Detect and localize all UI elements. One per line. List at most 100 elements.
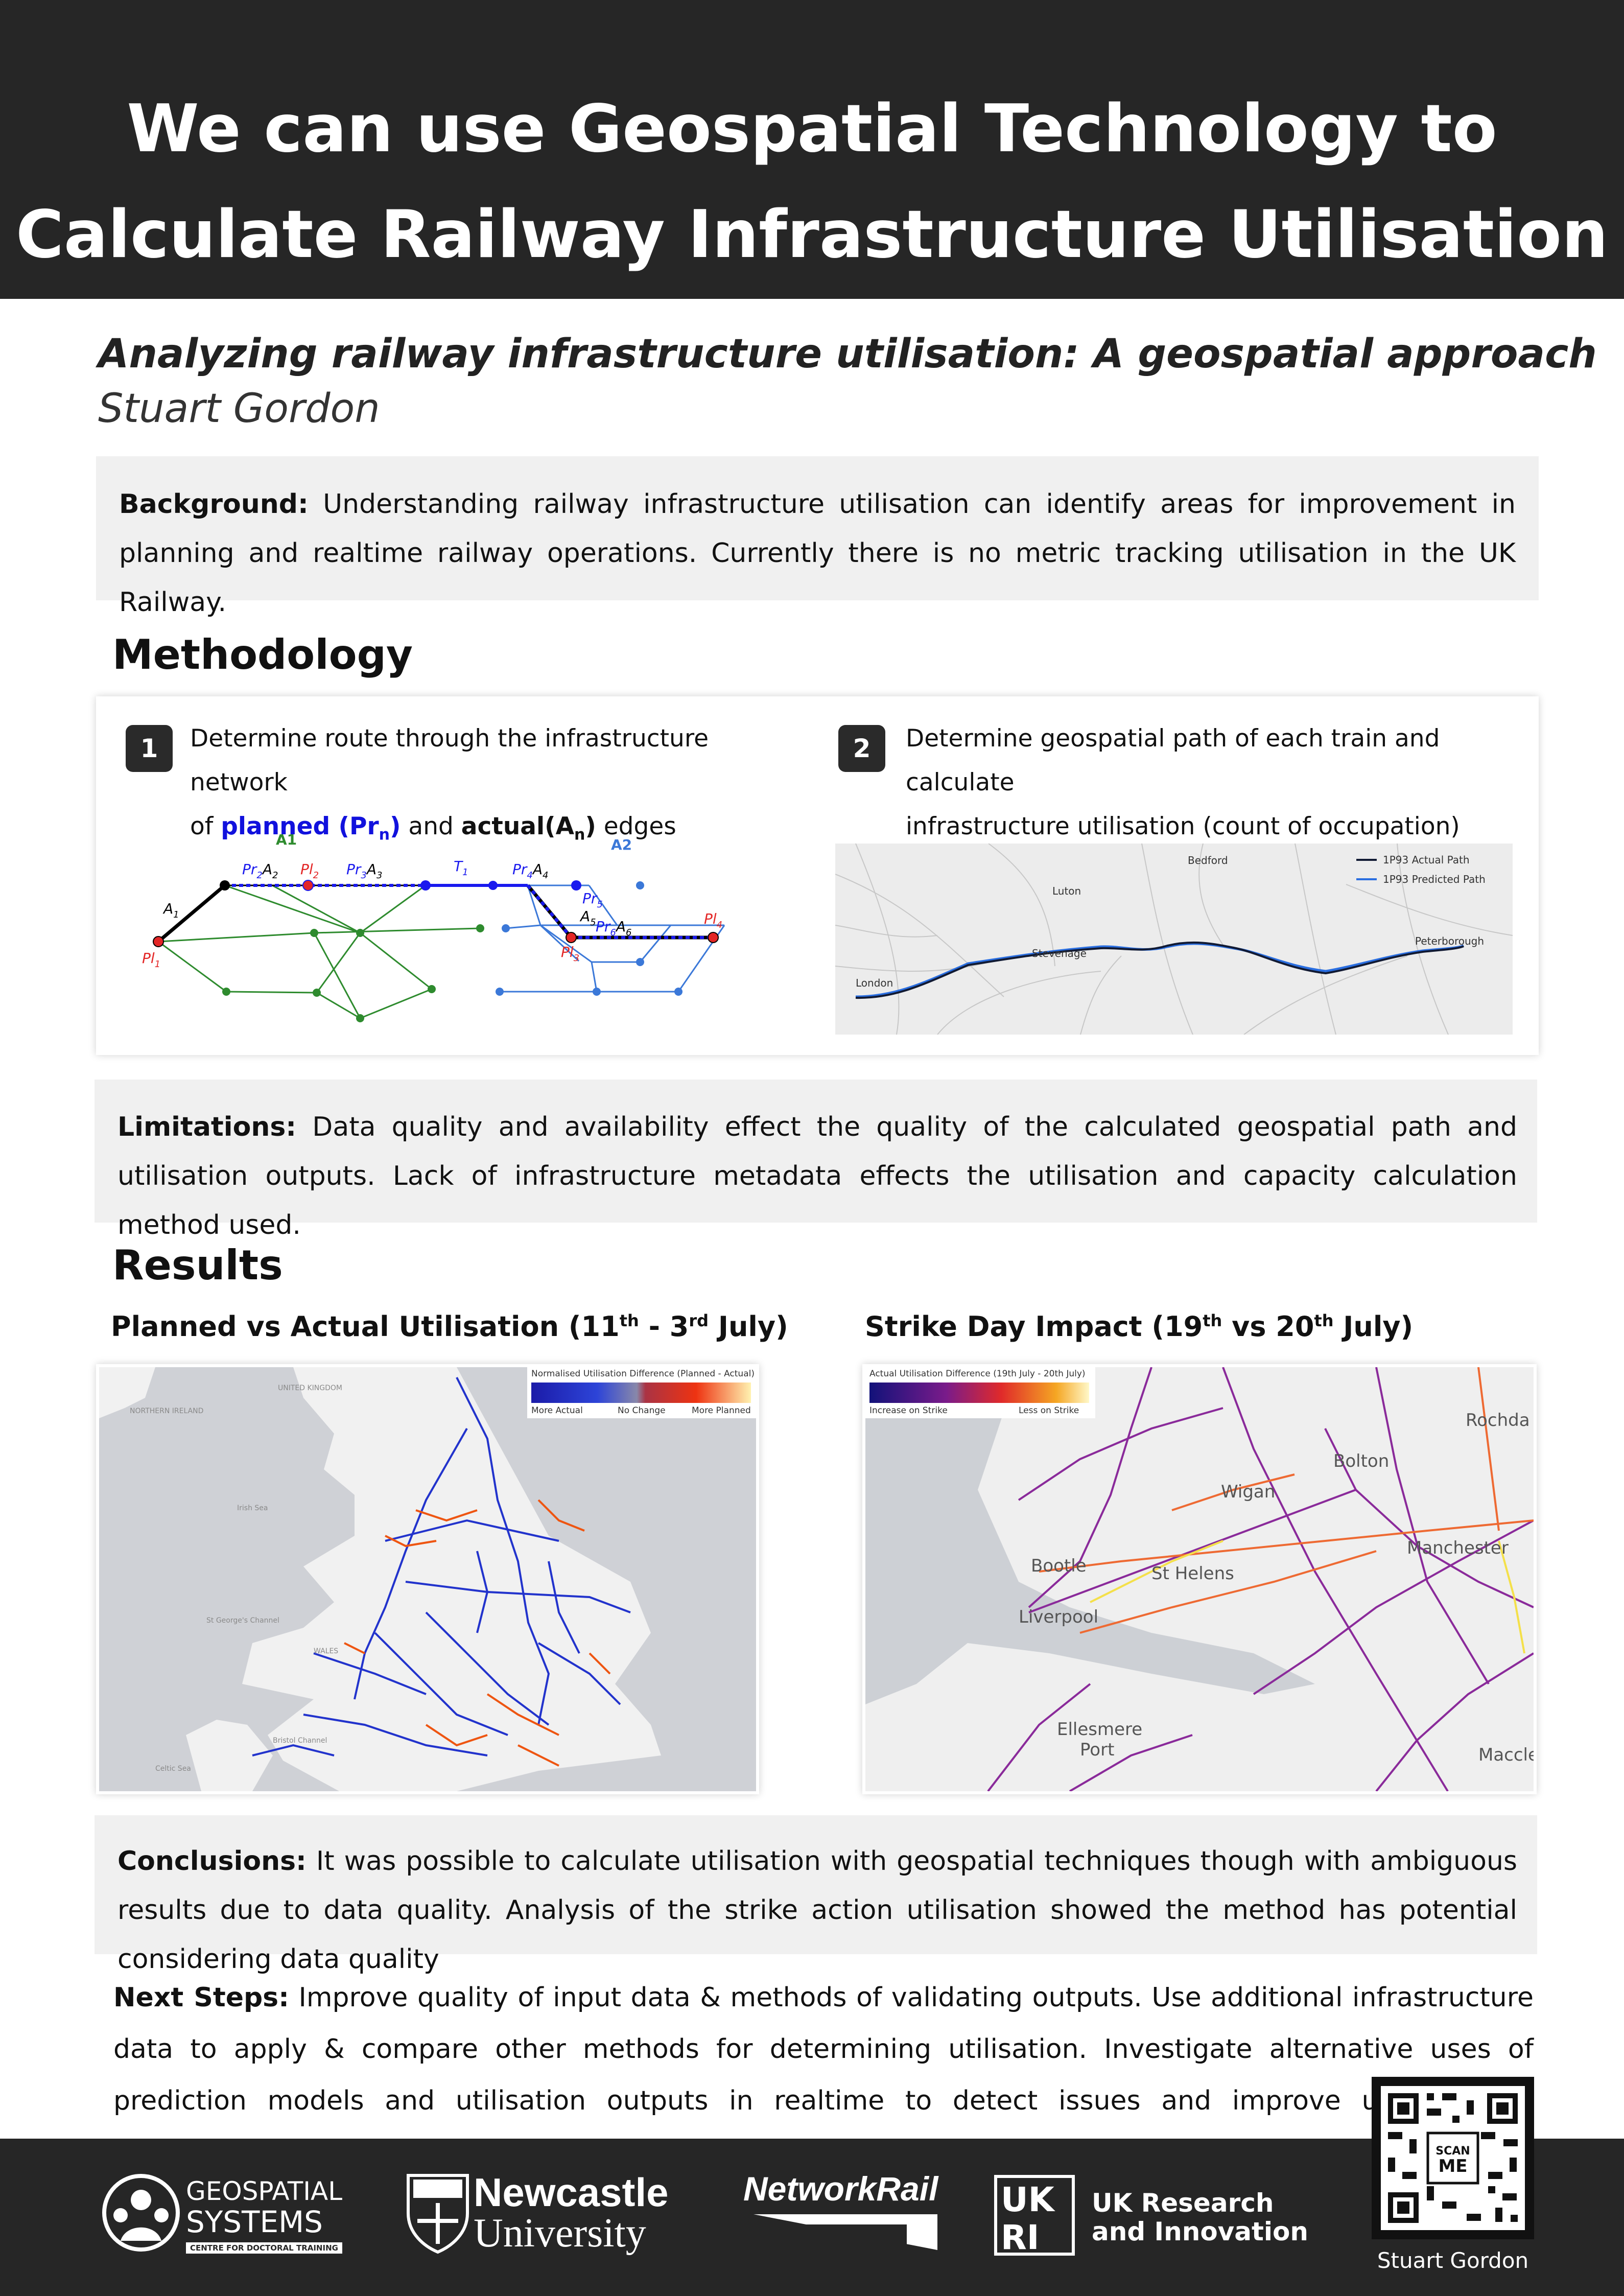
results-heading: Results [112,1241,283,1289]
strike-day-map: Rochda Bolton Wigan Manchester Bootle St… [865,1367,1534,1791]
background-label: Background: [119,489,309,520]
rail-lines-more-actual [252,1377,631,1756]
step-1-badge: 1 [126,725,173,772]
left-map-place-st-georges: St George's Channel [206,1616,279,1625]
qr-code-frame[interactable]: SCAN ME [1372,2077,1534,2239]
methodology-heading: Methodology [112,631,413,678]
place-peterborough: Peterborough [1415,935,1484,947]
conclusions-panel: Conclusions: It was possible to calculat… [95,1815,1537,1975]
graph-nodes [153,880,719,1022]
strike-day-map-card: Rochda Bolton Wigan Manchester Bootle St… [862,1364,1537,1794]
step-2-badge: 2 [838,725,885,772]
svg-text:Pr3A3: Pr3A3 [346,861,382,881]
planned-vs-actual-map: UNITED KINGDOM NORTHERN IRELAND Irish Se… [99,1367,756,1791]
background-text: Background: Understanding railway infras… [119,489,1516,618]
svg-text:Increase on Strike: Increase on Strike [869,1405,948,1416]
right-map-place-macclesfield: Maccle [1478,1745,1534,1765]
svg-text:Pr5: Pr5 [582,890,603,910]
strike-lines-less [1039,1367,1534,1634]
svg-text:More Actual: More Actual [531,1405,583,1416]
svg-text:No Change: No Change [618,1405,666,1416]
label-a2: A2 [611,836,632,853]
qr-code[interactable]: SCAN ME [1381,2086,1525,2230]
svg-text:Normalised Utilisation Differe: Normalised Utilisation Difference (Plann… [531,1369,755,1379]
left-map-place-wales: WALES [314,1647,338,1655]
svg-text:Pl4: Pl4 [704,910,722,930]
step-2-text: Determine geospatial path of each train … [906,724,1460,840]
left-map-place-bristol-channel: Bristol Channel [273,1737,327,1745]
poster-author: Stuart Gordon [98,386,380,432]
qr-caption: Stuart Gordon [1377,2248,1529,2273]
right-map-place-liverpool: Liverpool [1019,1607,1098,1627]
left-map-place-celtic-sea: Celtic Sea [155,1765,191,1773]
right-map-place-st-helens: St Helens [1151,1563,1234,1584]
place-bedford: Bedford [1188,854,1228,866]
page-footer: GEOSPATIAL SYSTEMS CENTRE FOR DOCTORAL T… [0,2139,1624,2296]
svg-text:Pr6A6: Pr6A6 [596,918,631,938]
limitations-text: Limitations: Data quality and availabili… [117,1112,1517,1240]
right-map-place-wigan: Wigan [1221,1482,1275,1502]
right-map-place-port: Port [1080,1740,1114,1760]
right-map-place-ellesmere: Ellesmere [1057,1719,1142,1740]
planned-path [225,884,713,939]
right-map-place-manchester: Manchester [1407,1538,1509,1558]
planned-label: planned (Prn) [221,812,401,844]
limitations-label: Limitations: [117,1112,297,1142]
svg-text:1P93 Actual Path: 1P93 Actual Path [1383,854,1470,866]
place-luton: Luton [1052,885,1081,897]
svg-text:Less on Strike: Less on Strike [1019,1405,1079,1416]
predicted-path-line [855,942,1465,998]
place-london: London [856,977,893,989]
title-line-1: We can use Geospatial Technology to [127,91,1497,167]
methodology-card: 1 Determine route through the infrastruc… [96,696,1539,1055]
left-map-place-uk: UNITED KINGDOM [278,1384,342,1392]
strike-lines-increase [987,1367,1534,1791]
svg-text:SCAN: SCAN [1435,2145,1470,2158]
svg-text:Pr4A4: Pr4A4 [512,861,548,881]
svg-text:1P93 Predicted Path: 1P93 Predicted Path [1383,873,1486,885]
label-a1: A1 [276,831,297,848]
svg-text:RI: RI [1001,2218,1039,2256]
title-line-2: Calculate Railway Infrastructure Utilisa… [15,197,1609,273]
results-left-title: Planned vs Actual Utilisation (11th - 3r… [111,1310,788,1343]
poster-subtitle: Analyzing railway infrastructure utilisa… [98,331,1597,377]
right-map-place-bootle: Bootle [1031,1556,1087,1576]
conclusions-text: Conclusions: It was possible to calculat… [117,1846,1517,1975]
actual-label: actual(An) [461,812,596,844]
map-legend: 1P93 Actual Path 1P93 Predicted Path [1356,854,1486,885]
conclusions-label: Conclusions: [117,1846,307,1877]
ukri-mark-icon: UK RI [994,2175,1075,2256]
results-right-title: Strike Day Impact (19th vs 20th July) [865,1310,1414,1343]
svg-text:More Planned: More Planned [692,1405,751,1416]
right-map-place-bolton: Bolton [1333,1451,1389,1471]
page-header: We can use Geospatial Technology to Calc… [0,0,1624,299]
geospatial-globe-icon [102,2174,180,2252]
network-a1-edges [158,884,481,1019]
newcastle-crest-icon [407,2174,469,2254]
svg-text:ME: ME [1438,2156,1467,2176]
newcastle-university-logo: Newcastle University [405,2169,712,2256]
qr-code-pattern-icon: SCAN ME [1388,2093,1518,2223]
svg-text:Actual Utilisation Difference: Actual Utilisation Difference (19th July… [869,1369,1086,1379]
background-panel: Background: Understanding railway infras… [96,456,1539,618]
train-path-map: Bedford Luton Stevenage London Peterboro… [835,844,1513,1035]
limitations-panel: Limitations: Data quality and availabili… [95,1080,1537,1240]
svg-text:T1: T1 [454,858,468,878]
right-map-place-rochdale: Rochda [1466,1410,1530,1431]
place-stevenage: Stevenage [1032,947,1087,959]
svg-text:Pl2: Pl2 [300,861,319,881]
right-map-legend: Actual Utilisation Difference (19th July… [865,1367,1095,1418]
svg-text:UK: UK [1001,2180,1056,2219]
network-rail-logo: NetworkRail [743,2169,958,2256]
rail-lines-more-planned [344,1499,611,1767]
geospatial-systems-logo: GEOSPATIAL SYSTEMS CENTRE FOR DOCTORAL T… [100,2167,356,2254]
route-graph-diagram: A1 A2 A1 Pl1 Pr2A2 Pl2 Pr3A3 T1 Pr4A4 Pr… [142,831,725,1022]
svg-text:A1: A1 [162,900,179,920]
svg-text:Pr2A2: Pr2A2 [242,861,278,881]
svg-text:A5: A5 [579,908,596,928]
left-map-legend: Normalised Utilisation Difference (Plann… [527,1367,756,1418]
strike-lines-least [1090,1540,1525,1654]
left-map-place-ni: NORTHERN IRELAND [130,1407,203,1415]
ukri-logo: UK RI UK Research and Innovation [994,2174,1310,2261]
svg-text:Pl3: Pl3 [561,944,579,964]
